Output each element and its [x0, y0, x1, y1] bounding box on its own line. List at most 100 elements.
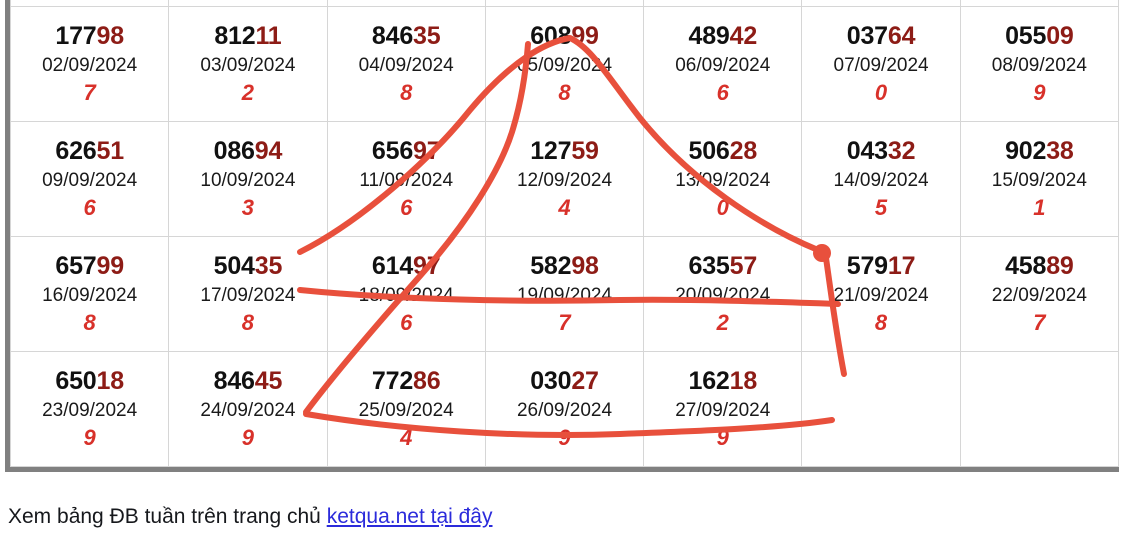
result-number: 90238	[1005, 139, 1074, 164]
result-cell[interactable]: 62651 09/09/2024 6	[9, 121, 170, 237]
result-number-tail: 11	[255, 22, 282, 50]
result-cell[interactable]: 48942 06/09/2024 6	[643, 6, 803, 122]
table-row: 65018 23/09/2024 9 84645 24/09/2024 9 77286 25/…	[9, 351, 1120, 467]
result-cell[interactable]: 90238 15/09/2024 1	[959, 121, 1120, 237]
result-number-tail: 99	[96, 252, 124, 280]
result-last-digit: 6	[400, 195, 413, 220]
result-number: 58298	[530, 254, 599, 279]
result-date: 10/09/2024	[200, 170, 296, 191]
result-date: 12/09/2024	[516, 170, 613, 191]
result-cell-content: 61497 18/09/2024 6	[328, 254, 485, 334]
result-cell-content: 77286 25/09/2024 4	[328, 369, 485, 449]
result-number: 50435	[214, 254, 283, 279]
result-cell[interactable]: 65697 11/09/2024 6	[326, 121, 486, 237]
result-last-digit: 9	[83, 425, 96, 450]
result-cell[interactable]: 58298 19/09/2024 7	[484, 236, 645, 352]
result-number-tail: 32	[887, 137, 916, 165]
result-number: 04332	[847, 139, 916, 164]
result-cell[interactable]: 61497 18/09/2024 6	[326, 236, 486, 352]
result-date: 18/09/2024	[358, 285, 454, 306]
result-date: 05/09/2024	[516, 55, 613, 76]
result-number-tail: 97	[413, 137, 441, 165]
result-number: 16218	[688, 369, 757, 394]
result-number-tail: 98	[96, 22, 124, 50]
result-cell[interactable]: 84635 04/09/2024 8	[326, 6, 486, 122]
result-cell[interactable]: 05509 08/09/2024 9	[959, 6, 1120, 122]
result-number: 08694	[214, 139, 283, 164]
result-number-tail: 35	[254, 252, 283, 280]
result-cell[interactable]	[801, 351, 961, 467]
result-date: 15/09/2024	[991, 170, 1087, 191]
result-number-head: 055	[1005, 22, 1047, 50]
result-cell[interactable]: 04332 14/09/2024 5	[801, 121, 961, 237]
result-number: 50628	[688, 139, 757, 164]
result-last-digit: 7	[558, 310, 571, 335]
result-number-tail: 51	[96, 137, 124, 165]
result-cell[interactable]: 57917 21/09/2024 8	[801, 236, 961, 352]
result-cell[interactable]: 84645 24/09/2024 9	[168, 351, 328, 467]
result-last-digit: 8	[400, 80, 413, 105]
result-number: 05509	[1005, 24, 1074, 49]
ketqua-link[interactable]: ketqua.net tại đây	[326, 505, 493, 528]
result-cell-content: 03764 07/09/2024 0	[802, 24, 959, 104]
result-cell[interactable]: 50628 13/09/2024 0	[643, 121, 803, 237]
result-cell-content: 12759 12/09/2024 4	[486, 139, 643, 219]
results-table-container: 17798 02/09/2024 7 81211 03/09/2024 2 84635 04/…	[5, 0, 1120, 472]
result-cell[interactable]: 65799 16/09/2024 8	[9, 236, 170, 352]
result-number-tail: 57	[729, 252, 758, 280]
result-cell-content: 05509 08/09/2024 9	[961, 24, 1118, 104]
result-cell[interactable]: 03764 07/09/2024 0	[801, 6, 961, 122]
result-cell[interactable]: 17798 02/09/2024 7	[9, 6, 170, 122]
result-cell[interactable]: 45889 22/09/2024 7	[959, 236, 1120, 352]
result-cell[interactable]: 12759 12/09/2024 4	[484, 121, 645, 237]
result-cell-content: 62651 09/09/2024 6	[11, 139, 168, 219]
result-number: 62651	[55, 139, 124, 164]
result-cell[interactable]: 50435 17/09/2024 8	[168, 236, 328, 352]
result-number-head: 127	[530, 137, 572, 165]
result-cell-content: 17798 02/09/2024 7	[11, 24, 168, 104]
result-last-digit: 8	[83, 310, 96, 335]
results-table-body: 17798 02/09/2024 7 81211 03/09/2024 2 84635 04/…	[9, 0, 1120, 467]
result-last-digit: 6	[400, 310, 413, 335]
result-date: 20/09/2024	[675, 285, 771, 306]
result-number-head: 030	[530, 367, 572, 395]
result-number: 48942	[688, 24, 757, 49]
result-cell[interactable]: 03027 26/09/2024 9	[484, 351, 645, 467]
result-date: 04/09/2024	[358, 55, 454, 76]
result-number-head: 037	[846, 22, 888, 50]
result-date: 14/09/2024	[833, 170, 929, 191]
result-date: 23/09/2024	[42, 400, 138, 421]
result-cell[interactable]: 81211 03/09/2024 2	[168, 6, 328, 122]
result-cell-content: 03027 26/09/2024 9	[486, 369, 643, 449]
result-number-tail: 98	[571, 252, 599, 280]
result-number-tail: 59	[571, 137, 599, 165]
result-cell[interactable]: 65018 23/09/2024 9	[9, 351, 170, 467]
results-table: 17798 02/09/2024 7 81211 03/09/2024 2 84635 04/…	[9, 0, 1120, 467]
result-last-digit: 3	[241, 195, 255, 220]
result-last-digit: 5	[874, 195, 888, 220]
result-cell[interactable]: 16218 27/09/2024 9	[643, 351, 803, 467]
result-cell-content: 65018 23/09/2024 9	[11, 369, 168, 449]
result-last-digit: 9	[241, 425, 255, 450]
result-number-head: 506	[688, 137, 730, 165]
result-last-digit: 9	[1033, 80, 1046, 105]
result-cell[interactable]: 77286 25/09/2024 4	[326, 351, 486, 467]
result-number: 57917	[847, 254, 916, 279]
result-number: 17798	[55, 24, 124, 49]
result-number-tail: 64	[887, 22, 916, 50]
result-last-digit: 1	[1033, 195, 1046, 220]
result-number-tail: 89	[1046, 252, 1074, 280]
result-cell[interactable]: 60899 05/09/2024 8	[484, 6, 645, 122]
result-date: 21/09/2024	[833, 285, 929, 306]
footer-text: Xem bảng ĐB tuần trên trang chủ	[8, 505, 327, 528]
result-number-head: 846	[213, 367, 255, 395]
result-cell[interactable]: 63557 20/09/2024 2	[643, 236, 803, 352]
result-date: 26/09/2024	[516, 400, 613, 421]
result-last-digit: 7	[83, 80, 96, 105]
result-cell[interactable]	[959, 351, 1120, 467]
result-number: 84635	[372, 24, 441, 49]
result-cell[interactable]: 08694 10/09/2024 3	[168, 121, 328, 237]
result-date: 03/09/2024	[200, 55, 296, 76]
result-number-head: 162	[688, 367, 730, 395]
result-number-head: 650	[55, 367, 97, 395]
